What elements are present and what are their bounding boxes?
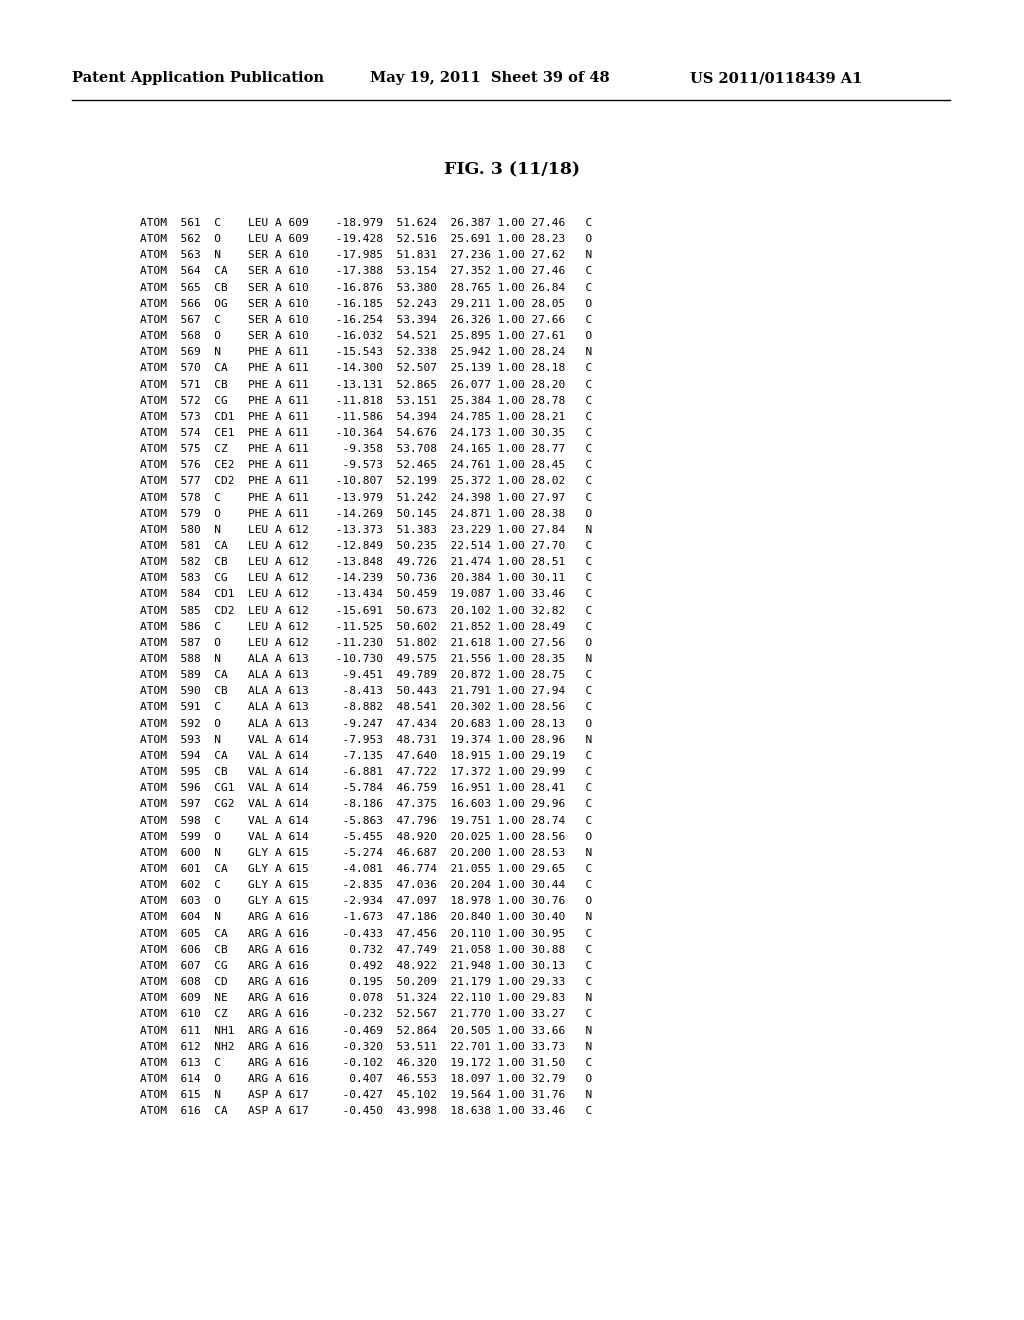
Text: ATOM  609  NE   ARG A 616      0.078  51.324  22.110 1.00 29.83   N: ATOM 609 NE ARG A 616 0.078 51.324 22.11… bbox=[140, 993, 592, 1003]
Text: ATOM  596  CG1  VAL A 614     -5.784  46.759  16.951 1.00 28.41   C: ATOM 596 CG1 VAL A 614 -5.784 46.759 16.… bbox=[140, 783, 592, 793]
Text: ATOM  586  C    LEU A 612    -11.525  50.602  21.852 1.00 28.49   C: ATOM 586 C LEU A 612 -11.525 50.602 21.8… bbox=[140, 622, 592, 632]
Text: ATOM  613  C    ARG A 616     -0.102  46.320  19.172 1.00 31.50   C: ATOM 613 C ARG A 616 -0.102 46.320 19.17… bbox=[140, 1057, 592, 1068]
Text: ATOM  579  O    PHE A 611    -14.269  50.145  24.871 1.00 28.38   O: ATOM 579 O PHE A 611 -14.269 50.145 24.8… bbox=[140, 508, 592, 519]
Text: ATOM  597  CG2  VAL A 614     -8.186  47.375  16.603 1.00 29.96   C: ATOM 597 CG2 VAL A 614 -8.186 47.375 16.… bbox=[140, 800, 592, 809]
Text: ATOM  595  CB   VAL A 614     -6.881  47.722  17.372 1.00 29.99   C: ATOM 595 CB VAL A 614 -6.881 47.722 17.3… bbox=[140, 767, 592, 777]
Text: ATOM  578  C    PHE A 611    -13.979  51.242  24.398 1.00 27.97   C: ATOM 578 C PHE A 611 -13.979 51.242 24.3… bbox=[140, 492, 592, 503]
Text: ATOM  584  CD1  LEU A 612    -13.434  50.459  19.087 1.00 33.46   C: ATOM 584 CD1 LEU A 612 -13.434 50.459 19… bbox=[140, 590, 592, 599]
Text: ATOM  615  N    ASP A 617     -0.427  45.102  19.564 1.00 31.76   N: ATOM 615 N ASP A 617 -0.427 45.102 19.56… bbox=[140, 1090, 592, 1100]
Text: ATOM  604  N    ARG A 616     -1.673  47.186  20.840 1.00 30.40   N: ATOM 604 N ARG A 616 -1.673 47.186 20.84… bbox=[140, 912, 592, 923]
Text: ATOM  606  CB   ARG A 616      0.732  47.749  21.058 1.00 30.88   C: ATOM 606 CB ARG A 616 0.732 47.749 21.05… bbox=[140, 945, 592, 954]
Text: ATOM  568  O    SER A 610    -16.032  54.521  25.895 1.00 27.61   O: ATOM 568 O SER A 610 -16.032 54.521 25.8… bbox=[140, 331, 592, 341]
Text: ATOM  589  CA   ALA A 613     -9.451  49.789  20.872 1.00 28.75   C: ATOM 589 CA ALA A 613 -9.451 49.789 20.8… bbox=[140, 671, 592, 680]
Text: ATOM  591  C    ALA A 613     -8.882  48.541  20.302 1.00 28.56   C: ATOM 591 C ALA A 613 -8.882 48.541 20.30… bbox=[140, 702, 592, 713]
Text: ATOM  612  NH2  ARG A 616     -0.320  53.511  22.701 1.00 33.73   N: ATOM 612 NH2 ARG A 616 -0.320 53.511 22.… bbox=[140, 1041, 592, 1052]
Text: ATOM  566  OG   SER A 610    -16.185  52.243  29.211 1.00 28.05   O: ATOM 566 OG SER A 610 -16.185 52.243 29.… bbox=[140, 298, 592, 309]
Text: ATOM  616  CA   ASP A 617     -0.450  43.998  18.638 1.00 33.46   C: ATOM 616 CA ASP A 617 -0.450 43.998 18.6… bbox=[140, 1106, 592, 1117]
Text: ATOM  577  CD2  PHE A 611    -10.807  52.199  25.372 1.00 28.02   C: ATOM 577 CD2 PHE A 611 -10.807 52.199 25… bbox=[140, 477, 592, 486]
Text: ATOM  574  CE1  PHE A 611    -10.364  54.676  24.173 1.00 30.35   C: ATOM 574 CE1 PHE A 611 -10.364 54.676 24… bbox=[140, 428, 592, 438]
Text: ATOM  563  N    SER A 610    -17.985  51.831  27.236 1.00 27.62   N: ATOM 563 N SER A 610 -17.985 51.831 27.2… bbox=[140, 251, 592, 260]
Text: ATOM  598  C    VAL A 614     -5.863  47.796  19.751 1.00 28.74   C: ATOM 598 C VAL A 614 -5.863 47.796 19.75… bbox=[140, 816, 592, 825]
Text: ATOM  608  CD   ARG A 616      0.195  50.209  21.179 1.00 29.33   C: ATOM 608 CD ARG A 616 0.195 50.209 21.17… bbox=[140, 977, 592, 987]
Text: ATOM  599  O    VAL A 614     -5.455  48.920  20.025 1.00 28.56   O: ATOM 599 O VAL A 614 -5.455 48.920 20.02… bbox=[140, 832, 592, 842]
Text: ATOM  581  CA   LEU A 612    -12.849  50.235  22.514 1.00 27.70   C: ATOM 581 CA LEU A 612 -12.849 50.235 22.… bbox=[140, 541, 592, 550]
Text: ATOM  600  N    GLY A 615     -5.274  46.687  20.200 1.00 28.53   N: ATOM 600 N GLY A 615 -5.274 46.687 20.20… bbox=[140, 847, 592, 858]
Text: ATOM  607  CG   ARG A 616      0.492  48.922  21.948 1.00 30.13   C: ATOM 607 CG ARG A 616 0.492 48.922 21.94… bbox=[140, 961, 592, 972]
Text: ATOM  601  CA   GLY A 615     -4.081  46.774  21.055 1.00 29.65   C: ATOM 601 CA GLY A 615 -4.081 46.774 21.0… bbox=[140, 865, 592, 874]
Text: ATOM  611  NH1  ARG A 616     -0.469  52.864  20.505 1.00 33.66   N: ATOM 611 NH1 ARG A 616 -0.469 52.864 20.… bbox=[140, 1026, 592, 1035]
Text: ATOM  590  CB   ALA A 613     -8.413  50.443  21.791 1.00 27.94   C: ATOM 590 CB ALA A 613 -8.413 50.443 21.7… bbox=[140, 686, 592, 697]
Text: ATOM  605  CA   ARG A 616     -0.433  47.456  20.110 1.00 30.95   C: ATOM 605 CA ARG A 616 -0.433 47.456 20.1… bbox=[140, 928, 592, 939]
Text: ATOM  587  O    LEU A 612    -11.230  51.802  21.618 1.00 27.56   O: ATOM 587 O LEU A 612 -11.230 51.802 21.6… bbox=[140, 638, 592, 648]
Text: ATOM  562  O    LEU A 609    -19.428  52.516  25.691 1.00 28.23   O: ATOM 562 O LEU A 609 -19.428 52.516 25.6… bbox=[140, 234, 592, 244]
Text: ATOM  561  C    LEU A 609    -18.979  51.624  26.387 1.00 27.46   C: ATOM 561 C LEU A 609 -18.979 51.624 26.3… bbox=[140, 218, 592, 228]
Text: ATOM  592  O    ALA A 613     -9.247  47.434  20.683 1.00 28.13   O: ATOM 592 O ALA A 613 -9.247 47.434 20.68… bbox=[140, 718, 592, 729]
Text: ATOM  614  O    ARG A 616      0.407  46.553  18.097 1.00 32.79   O: ATOM 614 O ARG A 616 0.407 46.553 18.097… bbox=[140, 1074, 592, 1084]
Text: ATOM  580  N    LEU A 612    -13.373  51.383  23.229 1.00 27.84   N: ATOM 580 N LEU A 612 -13.373 51.383 23.2… bbox=[140, 525, 592, 535]
Text: ATOM  588  N    ALA A 613    -10.730  49.575  21.556 1.00 28.35   N: ATOM 588 N ALA A 613 -10.730 49.575 21.5… bbox=[140, 653, 592, 664]
Text: US 2011/0118439 A1: US 2011/0118439 A1 bbox=[690, 71, 862, 84]
Text: ATOM  565  CB   SER A 610    -16.876  53.380  28.765 1.00 26.84   C: ATOM 565 CB SER A 610 -16.876 53.380 28.… bbox=[140, 282, 592, 293]
Text: ATOM  593  N    VAL A 614     -7.953  48.731  19.374 1.00 28.96   N: ATOM 593 N VAL A 614 -7.953 48.731 19.37… bbox=[140, 735, 592, 744]
Text: FIG. 3 (11/18): FIG. 3 (11/18) bbox=[444, 161, 580, 178]
Text: ATOM  576  CE2  PHE A 611     -9.573  52.465  24.761 1.00 28.45   C: ATOM 576 CE2 PHE A 611 -9.573 52.465 24.… bbox=[140, 461, 592, 470]
Text: ATOM  567  C    SER A 610    -16.254  53.394  26.326 1.00 27.66   C: ATOM 567 C SER A 610 -16.254 53.394 26.3… bbox=[140, 315, 592, 325]
Text: May 19, 2011  Sheet 39 of 48: May 19, 2011 Sheet 39 of 48 bbox=[370, 71, 609, 84]
Text: ATOM  572  CG   PHE A 611    -11.818  53.151  25.384 1.00 28.78   C: ATOM 572 CG PHE A 611 -11.818 53.151 25.… bbox=[140, 396, 592, 405]
Text: ATOM  610  CZ   ARG A 616     -0.232  52.567  21.770 1.00 33.27   C: ATOM 610 CZ ARG A 616 -0.232 52.567 21.7… bbox=[140, 1010, 592, 1019]
Text: Patent Application Publication: Patent Application Publication bbox=[72, 71, 324, 84]
Text: ATOM  582  CB   LEU A 612    -13.848  49.726  21.474 1.00 28.51   C: ATOM 582 CB LEU A 612 -13.848 49.726 21.… bbox=[140, 557, 592, 568]
Text: ATOM  571  CB   PHE A 611    -13.131  52.865  26.077 1.00 28.20   C: ATOM 571 CB PHE A 611 -13.131 52.865 26.… bbox=[140, 380, 592, 389]
Text: ATOM  573  CD1  PHE A 611    -11.586  54.394  24.785 1.00 28.21   C: ATOM 573 CD1 PHE A 611 -11.586 54.394 24… bbox=[140, 412, 592, 422]
Text: ATOM  575  CZ   PHE A 611     -9.358  53.708  24.165 1.00 28.77   C: ATOM 575 CZ PHE A 611 -9.358 53.708 24.1… bbox=[140, 444, 592, 454]
Text: ATOM  570  CA   PHE A 611    -14.300  52.507  25.139 1.00 28.18   C: ATOM 570 CA PHE A 611 -14.300 52.507 25.… bbox=[140, 363, 592, 374]
Text: ATOM  603  O    GLY A 615     -2.934  47.097  18.978 1.00 30.76   O: ATOM 603 O GLY A 615 -2.934 47.097 18.97… bbox=[140, 896, 592, 907]
Text: ATOM  564  CA   SER A 610    -17.388  53.154  27.352 1.00 27.46   C: ATOM 564 CA SER A 610 -17.388 53.154 27.… bbox=[140, 267, 592, 276]
Text: ATOM  585  CD2  LEU A 612    -15.691  50.673  20.102 1.00 32.82   C: ATOM 585 CD2 LEU A 612 -15.691 50.673 20… bbox=[140, 606, 592, 615]
Text: ATOM  569  N    PHE A 611    -15.543  52.338  25.942 1.00 28.24   N: ATOM 569 N PHE A 611 -15.543 52.338 25.9… bbox=[140, 347, 592, 358]
Text: ATOM  594  CA   VAL A 614     -7.135  47.640  18.915 1.00 29.19   C: ATOM 594 CA VAL A 614 -7.135 47.640 18.9… bbox=[140, 751, 592, 760]
Text: ATOM  602  C    GLY A 615     -2.835  47.036  20.204 1.00 30.44   C: ATOM 602 C GLY A 615 -2.835 47.036 20.20… bbox=[140, 880, 592, 890]
Text: ATOM  583  CG   LEU A 612    -14.239  50.736  20.384 1.00 30.11   C: ATOM 583 CG LEU A 612 -14.239 50.736 20.… bbox=[140, 573, 592, 583]
